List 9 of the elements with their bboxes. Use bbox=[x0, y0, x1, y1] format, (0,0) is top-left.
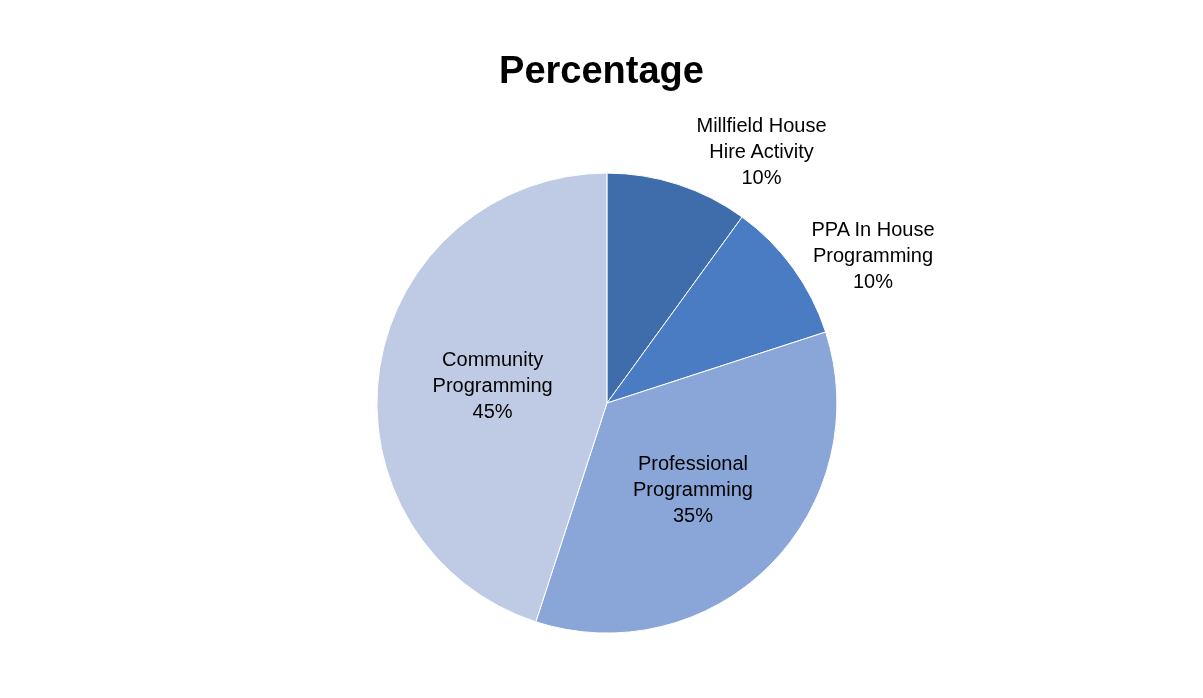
slice-label: PPA In House Programming bbox=[811, 218, 935, 267]
chart-title: Percentage bbox=[499, 49, 704, 92]
data-label: 35% bbox=[672, 504, 714, 527]
slice-label: Professional Programming bbox=[632, 452, 753, 501]
slice-label: Millfield House Hire Activity bbox=[696, 113, 827, 162]
data-label: 10% bbox=[852, 270, 894, 293]
data-label: 45% bbox=[472, 399, 513, 422]
slice-label: Community Programming bbox=[432, 347, 553, 396]
data-label: 10% bbox=[741, 165, 782, 188]
